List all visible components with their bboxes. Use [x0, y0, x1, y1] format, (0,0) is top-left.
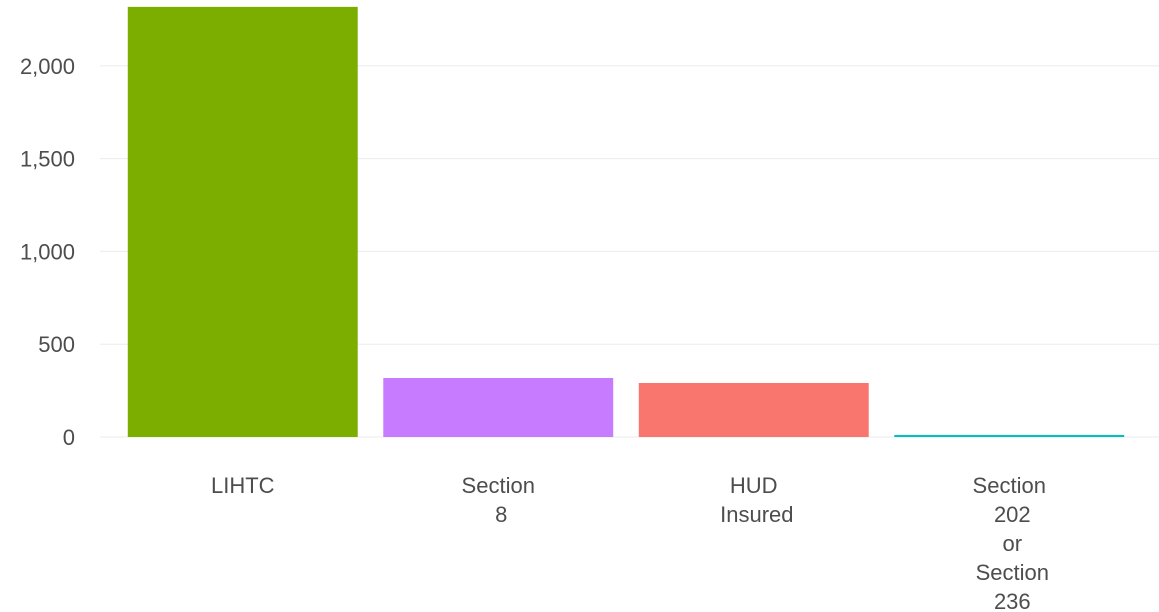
x-tick-label: Section 8 — [462, 473, 535, 527]
y-tick-label: 1,000 — [20, 239, 75, 264]
y-tick-label: 500 — [38, 332, 75, 357]
bar — [894, 434, 1125, 437]
bar — [638, 383, 869, 437]
bar — [383, 377, 614, 437]
x-tick-label: Section 202 or Section 236 — [970, 473, 1050, 612]
y-tick-label: 0 — [63, 425, 75, 450]
y-tick-label: 1,500 — [20, 147, 75, 172]
x-tick-label: HUD Insured — [714, 473, 794, 527]
x-tick-label: LIHTC — [211, 473, 275, 498]
bar — [127, 6, 358, 438]
y-tick-label: 2,000 — [20, 54, 75, 79]
